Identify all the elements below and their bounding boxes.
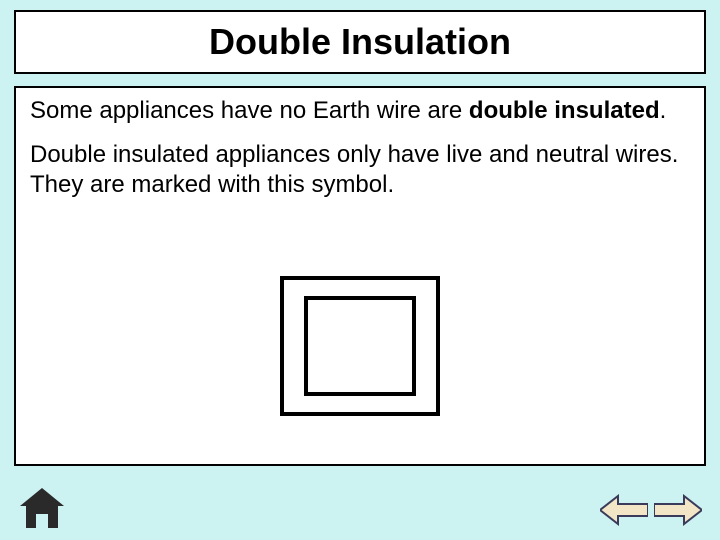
arrow-right-icon (654, 494, 702, 526)
content-box: Some appliances have no Earth wire are d… (14, 86, 706, 466)
home-button[interactable] (18, 486, 66, 530)
home-icon (18, 486, 66, 530)
next-button[interactable] (654, 494, 702, 526)
nav-arrows (600, 494, 702, 526)
symbol-inner-square (304, 296, 416, 396)
p1-post: . (660, 97, 667, 124)
paragraph-2: Double insulated appliances only have li… (30, 140, 690, 200)
paragraph-1: Some appliances have no Earth wire are d… (30, 96, 690, 126)
page-title: Double Insulation (209, 21, 511, 63)
title-box: Double Insulation (14, 10, 706, 74)
arrow-left-icon (600, 494, 648, 526)
p1-pre: Some appliances have no Earth wire are (30, 97, 469, 124)
double-insulation-symbol (280, 276, 440, 416)
prev-button[interactable] (600, 494, 648, 526)
p1-bold: double insulated (469, 97, 660, 124)
